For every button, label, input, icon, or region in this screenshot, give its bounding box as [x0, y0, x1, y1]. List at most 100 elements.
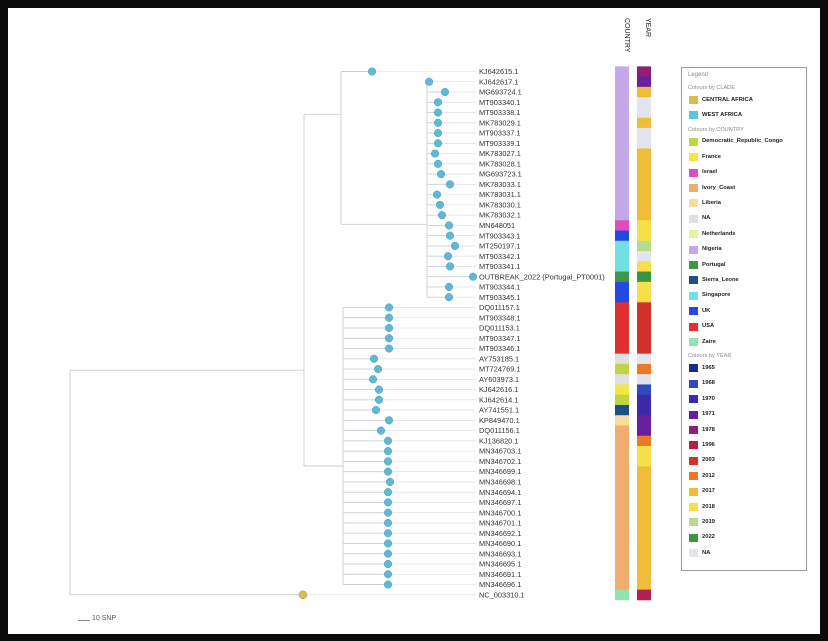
- tip-node: [374, 385, 384, 394]
- root-tip-node: [298, 590, 308, 600]
- tip-node: [383, 447, 393, 456]
- country-strip-cell: [615, 230, 629, 242]
- tip-label: MN346690.1: [479, 539, 521, 548]
- country-strip-cell: [615, 66, 629, 78]
- year-strip-cell: [637, 415, 651, 426]
- tip-node: [384, 303, 394, 312]
- legend-swatch: [689, 472, 698, 481]
- tip-node: [432, 190, 442, 199]
- year-strip-cell: [637, 127, 651, 139]
- country-strip-cell: [615, 374, 629, 385]
- year-column-title: YEAR: [644, 18, 651, 37]
- tip-node: [383, 436, 393, 445]
- country-strip-cell: [615, 117, 629, 129]
- country-strip-cell: [615, 138, 629, 149]
- country-strip-cell: [615, 363, 629, 375]
- tip-label: MT250197.1: [479, 242, 521, 251]
- tip-node: [444, 282, 454, 292]
- year-strip-cell: [637, 404, 651, 416]
- year-strip-cell: [637, 497, 651, 508]
- tip-node: [440, 87, 450, 97]
- tip-label: MT903338.1: [479, 108, 521, 117]
- year-strip-cell: [637, 261, 651, 272]
- legend-item-label: 2022: [702, 534, 715, 541]
- tip-label: MN346701.1: [479, 519, 521, 528]
- year-strip-cell: [637, 528, 651, 539]
- year-strip-cell: [637, 117, 651, 129]
- country-strip-cell: [615, 189, 629, 201]
- legend-swatch: [689, 276, 698, 285]
- legend-swatch: [689, 487, 698, 496]
- year-strip-cell: [637, 312, 651, 324]
- tip-label: MT903340.1: [479, 98, 521, 107]
- legend-item-label: NA: [702, 549, 711, 556]
- legend-swatch: [689, 533, 698, 542]
- legend-item-label: Singapore: [702, 292, 731, 299]
- legend-swatch: [689, 379, 698, 388]
- country-strip-cell: [615, 487, 629, 498]
- year-strip-cell: [637, 353, 651, 365]
- legend-title: Legend: [688, 72, 709, 78]
- legend-item-label: CENTRAL AFRICA: [702, 96, 753, 103]
- tip-label: MN346691.1: [479, 570, 521, 579]
- country-strip-cell: [615, 179, 629, 190]
- year-strip-cell: [637, 394, 651, 406]
- legend-item-label: 1968: [702, 380, 715, 387]
- tip-label: MN346695.1: [479, 560, 521, 569]
- tip-node: [383, 467, 393, 476]
- tip-node: [383, 539, 393, 548]
- year-strip-cell: [637, 158, 651, 170]
- legend-swatch: [689, 322, 698, 331]
- country-strip-cell: [615, 425, 629, 437]
- legend-item-label: 2012: [702, 472, 715, 479]
- tip-label: MT903343.1: [479, 231, 521, 240]
- country-strip-cell: [615, 220, 629, 231]
- legend-swatch: [689, 230, 698, 239]
- country-strip-cell: [615, 76, 629, 88]
- tip-label: MN346692.1: [479, 529, 521, 538]
- legend-swatch: [689, 338, 698, 346]
- tip-node: [384, 344, 394, 353]
- country-strip-cell: [615, 333, 629, 344]
- tip-node: [368, 375, 378, 384]
- legend-item-label: Israel: [702, 169, 718, 176]
- tip-node: [436, 170, 446, 179]
- country-strip-cell: [615, 97, 629, 108]
- country-strip-cell: [615, 353, 629, 365]
- country-strip-cell: [615, 579, 629, 591]
- legend-item-label: Ivory_Coast: [702, 184, 736, 191]
- tip-label: MK783030.1: [479, 200, 521, 209]
- tip-label: MG693724.1: [479, 88, 522, 97]
- tree-canvas: KJ642615.1 KJ642617.1 MG693724.1 MT903340.1…: [8, 8, 820, 634]
- tip-node: [383, 457, 393, 466]
- tip-node: [384, 323, 394, 333]
- tip-label: KJ136820.1: [479, 436, 518, 445]
- year-strip-cell: [637, 589, 651, 601]
- legend-swatch: [689, 518, 698, 527]
- tip-node: [384, 334, 394, 343]
- tip-label: MK783029.1: [479, 118, 521, 127]
- tip-label: KJ642616.1: [479, 385, 518, 394]
- year-strip-cell: [637, 138, 651, 149]
- year-strip-cell: [637, 66, 651, 78]
- year-strip-cell: [637, 271, 651, 283]
- country-strip-cell: [615, 466, 629, 478]
- country-strip-cell: [615, 281, 629, 293]
- tip-label: MT903345.1: [479, 293, 521, 302]
- tip-label: MK783033.1: [479, 180, 521, 189]
- tip-label: MT903337.1: [479, 129, 521, 138]
- tip-label: DQ011156.1: [479, 426, 520, 435]
- tip-node: [374, 395, 384, 404]
- legend-item-label: 1996: [702, 441, 715, 448]
- legend-swatch: [689, 410, 698, 419]
- year-strip-cell: [637, 476, 651, 488]
- tip-label: MT903346.1: [479, 344, 521, 353]
- tip-node: [384, 416, 394, 425]
- country-strip-cell: [615, 251, 629, 262]
- country-strip-cell: [615, 107, 629, 119]
- tip-node: [385, 477, 395, 486]
- year-strip-cell: [637, 363, 651, 375]
- tip-label: MN346694.1: [479, 488, 521, 497]
- legend-swatch: [689, 291, 698, 300]
- legend-item-label: Sierra_Leone: [702, 276, 739, 283]
